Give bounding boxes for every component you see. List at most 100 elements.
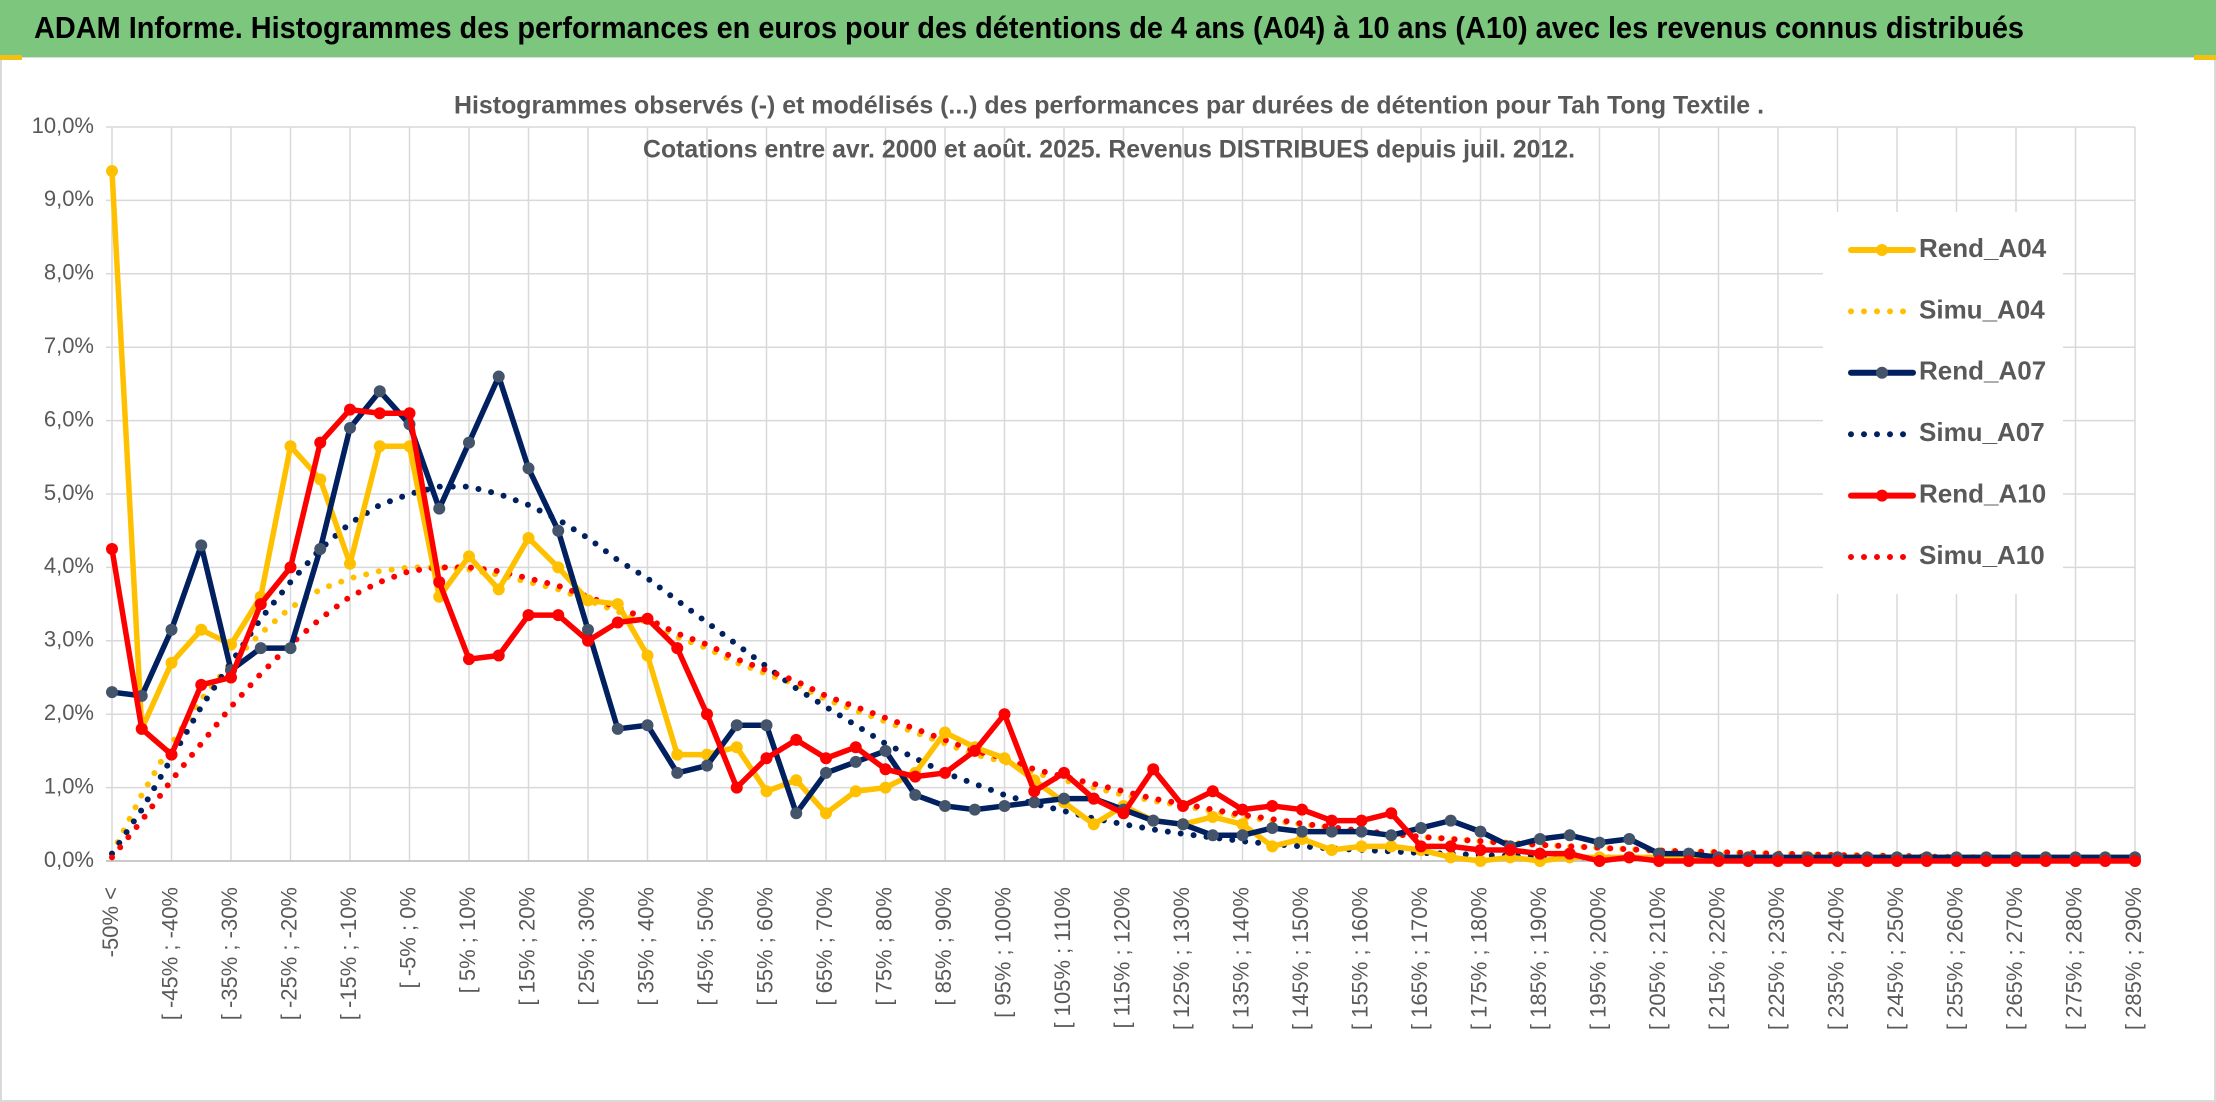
point — [2039, 855, 2052, 867]
point — [968, 803, 981, 816]
point — [760, 719, 773, 732]
point — [522, 532, 535, 545]
point — [730, 719, 743, 732]
point — [284, 440, 297, 453]
x-tick-label: [ 195% ; 200% — [1585, 887, 1610, 1030]
point — [2010, 855, 2022, 867]
point — [730, 781, 743, 794]
point — [1474, 825, 1487, 838]
point — [1891, 855, 1903, 867]
point — [1296, 803, 1308, 816]
point — [1593, 855, 1606, 867]
corner — [2194, 55, 2216, 60]
point — [968, 744, 981, 757]
x-tick-label: [ -45% ; -40% — [157, 887, 182, 1020]
point — [1861, 855, 1874, 867]
y-tick-label: 7,0% — [44, 333, 94, 358]
point — [1712, 855, 1725, 867]
legend-label: Simu_A04 — [1919, 294, 2045, 324]
point — [552, 609, 565, 622]
point — [2069, 855, 2082, 867]
point — [820, 752, 832, 765]
x-tick-label: [ 175% ; 180% — [1466, 887, 1491, 1030]
y-tick-label: 6,0% — [44, 406, 94, 431]
point — [254, 598, 267, 611]
point — [314, 473, 327, 486]
point — [165, 748, 178, 761]
point — [2129, 855, 2141, 867]
x-tick-label: [ 225% ; 230% — [1764, 887, 1789, 1030]
y-tick-label: 1,0% — [44, 773, 94, 798]
point — [641, 612, 654, 625]
point — [760, 785, 773, 798]
point — [790, 774, 803, 787]
point — [1266, 840, 1279, 853]
point — [1355, 825, 1368, 838]
point — [1325, 814, 1338, 827]
y-tick-label: 3,0% — [44, 627, 94, 652]
x-tick-label: [ 285% ; 290% — [2121, 887, 2146, 1030]
x-tick-label: [ -25% ; -20% — [276, 887, 301, 1020]
x-tick-label: [ 115% ; 120% — [1109, 887, 1134, 1028]
point — [1117, 807, 1130, 820]
point — [1147, 763, 1160, 776]
point — [1653, 855, 1665, 867]
point — [1444, 840, 1457, 853]
point — [1474, 855, 1487, 867]
y-tick-label: 0,0% — [44, 847, 94, 872]
chart-title: Histogrammes observés (-) et modélisés (… — [454, 92, 1764, 120]
point — [552, 561, 565, 574]
point — [1772, 855, 1784, 867]
point — [1385, 829, 1398, 842]
point — [1563, 847, 1576, 860]
point — [1385, 840, 1398, 853]
point — [611, 598, 624, 611]
point — [671, 642, 684, 655]
point — [1177, 818, 1189, 831]
point — [939, 799, 951, 812]
x-tick-label: [ 55% ; 60% — [752, 887, 777, 1006]
point — [671, 766, 684, 779]
point — [879, 781, 892, 794]
point — [879, 744, 892, 757]
point — [1415, 840, 1427, 853]
legend-marker — [1876, 366, 1888, 379]
legend-marker — [1876, 489, 1888, 502]
point — [195, 539, 208, 552]
legend-label: Simu_A10 — [1919, 540, 2045, 570]
x-tick-label: -50% < — [98, 887, 123, 957]
point — [1236, 818, 1249, 831]
legend-label: Rend_A04 — [1919, 233, 2047, 263]
point — [641, 719, 654, 732]
point — [820, 766, 832, 779]
x-tick-label: [ 235% ; 240% — [1823, 887, 1848, 1030]
point — [760, 752, 773, 765]
point — [820, 807, 832, 820]
point — [106, 686, 118, 699]
x-tick-label: [ 265% ; 270% — [2002, 887, 2027, 1030]
x-tick-label: [ 255% ; 260% — [1942, 887, 1967, 1030]
point — [314, 543, 327, 556]
point — [552, 524, 565, 537]
point — [582, 623, 594, 636]
point — [135, 722, 148, 735]
point — [998, 708, 1011, 721]
point — [463, 653, 475, 666]
point — [284, 561, 297, 574]
x-tick-label: [ 15% ; 20% — [514, 887, 539, 1006]
point — [106, 165, 118, 178]
chart-subtitle: Cotations entre avr. 2000 et août. 2025.… — [643, 136, 1575, 164]
point — [1058, 766, 1070, 779]
point — [1325, 825, 1338, 838]
point — [165, 656, 178, 669]
point — [1385, 807, 1398, 820]
point — [522, 609, 535, 622]
point — [1028, 796, 1041, 809]
point — [1444, 851, 1457, 864]
point — [492, 649, 505, 662]
y-tick-label: 2,0% — [44, 700, 94, 725]
point — [373, 440, 386, 453]
point — [165, 623, 178, 636]
point — [1801, 855, 1814, 867]
